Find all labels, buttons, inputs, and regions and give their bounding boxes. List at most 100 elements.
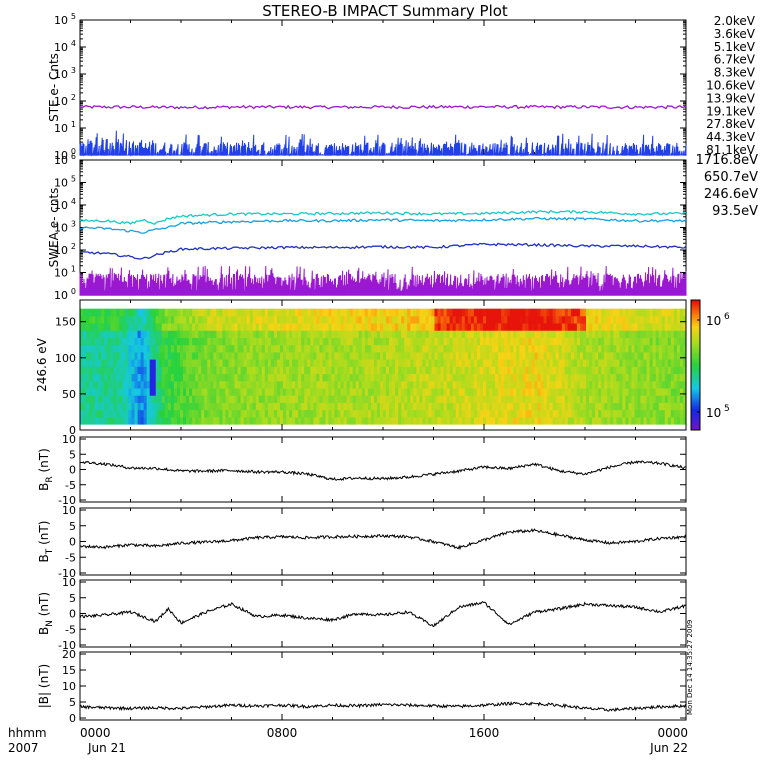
pad-cell — [207, 380, 211, 389]
pad-cell — [634, 417, 638, 425]
pad-cell — [110, 359, 114, 367]
pad-cell — [476, 323, 481, 331]
pad-cell — [549, 352, 554, 360]
pad-cell — [501, 380, 505, 389]
pad-cell — [192, 395, 196, 403]
pad-cell — [358, 359, 363, 367]
pad-cell — [643, 402, 648, 411]
pad-cell — [416, 388, 420, 396]
pad-cell — [273, 344, 278, 353]
pad-cell — [379, 395, 384, 403]
pad-cell — [470, 380, 475, 389]
pad-cell — [146, 380, 151, 389]
pad-cell — [455, 395, 460, 403]
pad-cell — [231, 417, 235, 425]
pad-cell — [516, 402, 520, 411]
pad-cell — [379, 330, 384, 338]
pad-cell — [428, 380, 432, 389]
pad-cell — [452, 388, 457, 396]
pad-cell — [110, 402, 114, 411]
pad-cell — [667, 409, 672, 418]
pad-cell — [504, 359, 508, 367]
pad-cell — [558, 402, 563, 411]
pad-cell — [501, 330, 505, 338]
pad-cell — [307, 395, 311, 403]
pad-cell — [537, 352, 541, 360]
pad-cell — [470, 352, 475, 360]
pad-cell — [261, 402, 266, 411]
pad-cell — [443, 417, 448, 425]
pad-cell — [210, 330, 214, 338]
pad-cell — [134, 417, 138, 425]
pad-cell — [255, 395, 260, 403]
pad-cell — [104, 323, 108, 331]
pad-cell — [298, 417, 302, 425]
pad-cell — [673, 417, 678, 425]
pad-cell — [467, 337, 472, 346]
pad-cell — [610, 395, 614, 403]
pad-cell — [270, 373, 275, 382]
pad-cell — [482, 366, 487, 375]
pad-cell — [219, 373, 223, 382]
colorbar-cell — [691, 360, 700, 364]
pad-cell — [537, 395, 541, 403]
pad-cell — [489, 352, 493, 360]
pad-cell — [216, 330, 220, 338]
pad-cell — [464, 417, 469, 425]
pad-cell — [152, 380, 157, 389]
pad-cell — [228, 323, 232, 331]
pad-cell — [231, 388, 235, 396]
pad-cell — [313, 417, 317, 425]
pad-cell — [416, 330, 420, 338]
pad-cell — [595, 337, 599, 346]
pad-cell — [467, 373, 472, 382]
pad-cell — [395, 395, 399, 403]
ste-axes-frame — [79, 19, 687, 156]
pad-cell — [204, 352, 208, 360]
pad-cell — [398, 337, 402, 346]
pad-cell — [473, 308, 478, 317]
pad-cell — [622, 388, 626, 396]
pad-cell — [495, 402, 499, 411]
pad-cell — [358, 330, 363, 338]
pad-cell — [246, 402, 251, 411]
pad-cell — [92, 395, 96, 403]
pad-cell — [501, 344, 505, 353]
pad-cell — [346, 330, 351, 338]
pad-cell — [389, 323, 393, 331]
pad-cell — [534, 359, 538, 367]
pad-cell — [222, 373, 226, 382]
pad-cell — [304, 323, 308, 331]
pad-cell — [401, 337, 405, 346]
pad-cell — [461, 388, 466, 396]
bn-ytick-label: -5 — [65, 623, 76, 636]
pad-cell — [652, 337, 657, 346]
pad-cell — [467, 402, 472, 411]
pad-cell — [367, 373, 372, 382]
pad-cell — [340, 417, 345, 425]
pad-cell — [398, 323, 402, 331]
pad-cell — [643, 373, 648, 382]
pad-cell — [610, 344, 614, 353]
pad-cell — [283, 315, 287, 324]
pad-cell — [276, 315, 281, 324]
pad-cell — [240, 308, 245, 317]
pad-cell — [425, 344, 429, 353]
pad-cell — [364, 417, 369, 425]
pad-cell — [104, 388, 108, 396]
pad-cell — [222, 395, 226, 403]
pad-cell — [289, 344, 293, 353]
pad-cell — [498, 330, 502, 338]
pad-cell — [398, 388, 402, 396]
pad-cell — [328, 388, 332, 396]
pad-cell — [458, 337, 463, 346]
pad-cell — [658, 344, 663, 353]
pad-cell — [440, 315, 444, 324]
pad-cell — [404, 417, 408, 425]
pad-cell — [446, 337, 451, 346]
pad-cell — [143, 366, 148, 375]
pad-cell — [225, 373, 229, 382]
pad-cell — [173, 388, 178, 396]
pad-cell — [640, 337, 644, 346]
pad-cell — [495, 366, 499, 375]
